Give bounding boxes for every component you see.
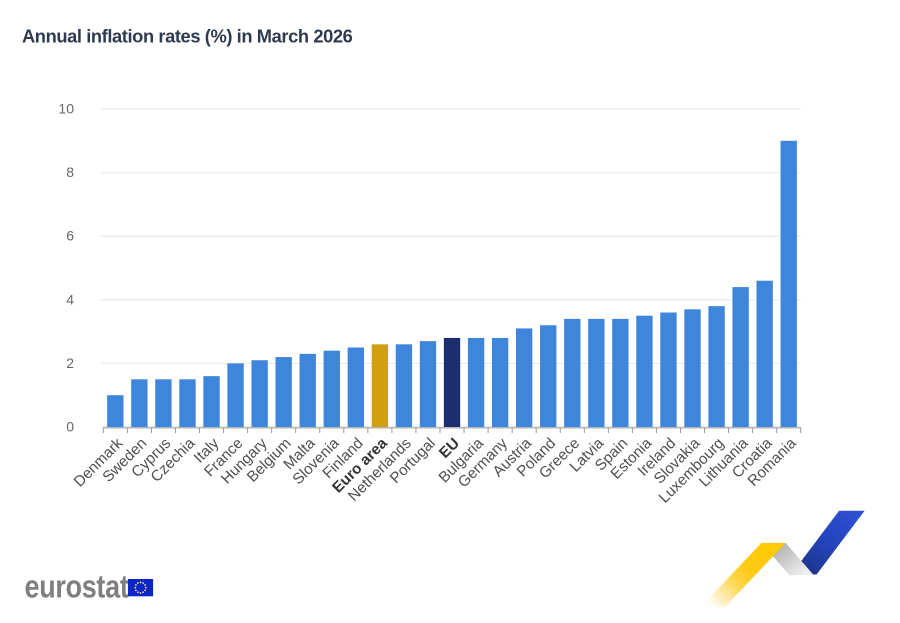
svg-text:4: 4 [66,291,74,307]
svg-text:10: 10 [58,101,74,117]
svg-text:eurostat: eurostat [25,569,129,605]
svg-text:Annual inflation rates (%) in: Annual inflation rates (%) in March 2026 [22,26,353,47]
svg-text:8: 8 [66,164,74,180]
svg-text:6: 6 [66,228,74,244]
svg-text:0: 0 [66,419,74,435]
svg-text:2: 2 [66,355,74,371]
